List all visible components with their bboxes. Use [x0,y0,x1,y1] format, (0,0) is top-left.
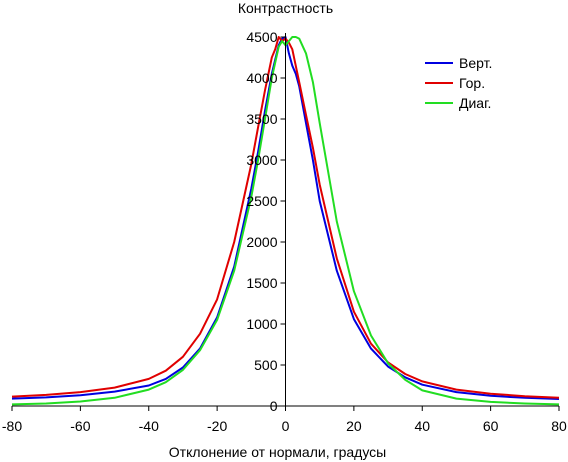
x-tick-label: 20 [346,418,362,434]
legend-label: Верт. [459,55,492,71]
x-tick-label: -40 [139,418,159,434]
ticks-layer: -80 -60 -40 -20 0 20 40 60 80 0 500 1000 1500 2000 250… [2,29,567,434]
x-tick-label: 0 [282,418,290,434]
series-line-3 [11,36,560,406]
y-tick-label: 500 [254,357,278,373]
y-axis-title: Контрастность [238,0,333,16]
y-tick-label: 2500 [246,193,277,209]
y-tick-label: 2000 [246,234,277,250]
x-tick-label: 40 [414,418,430,434]
legend-label: Диаг. [459,95,491,111]
y-tick-label: 1000 [246,316,277,332]
x-axis-title: Отклонение от нормали, градусы [169,444,386,460]
x-tick-label: -60 [70,418,90,434]
x-tick-label: 60 [483,418,499,434]
y-tick-label: 0 [270,398,278,414]
y-tick-label: 4000 [246,70,277,86]
series-line-2 [11,36,560,399]
legend: Верт. Гор. Диаг. [425,55,492,111]
y-tick-label: 1500 [246,275,277,291]
legend-label: Гор. [459,75,485,91]
x-tick-label: -80 [2,418,22,434]
y-tick-label: 3500 [246,111,277,127]
x-tick-label: -20 [207,418,227,434]
x-tick-label: 80 [551,418,567,434]
y-tick-label: 4500 [246,29,277,45]
series-layer [11,36,560,406]
y-tick-label: 3000 [246,152,277,168]
